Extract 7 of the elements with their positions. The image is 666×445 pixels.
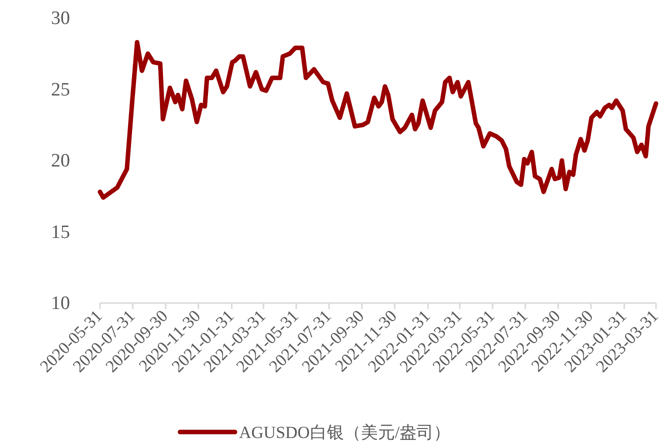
y-tick-label: 10 <box>51 293 70 314</box>
y-tick-label: 20 <box>51 150 70 172</box>
y-tick-label: 30 <box>51 8 70 29</box>
y-tick-label: 15 <box>51 222 70 243</box>
y-tick-label: 25 <box>51 79 70 100</box>
line-series <box>98 40 658 200</box>
legend-label: AGUSDO白银（美元/盎司） <box>239 423 451 442</box>
